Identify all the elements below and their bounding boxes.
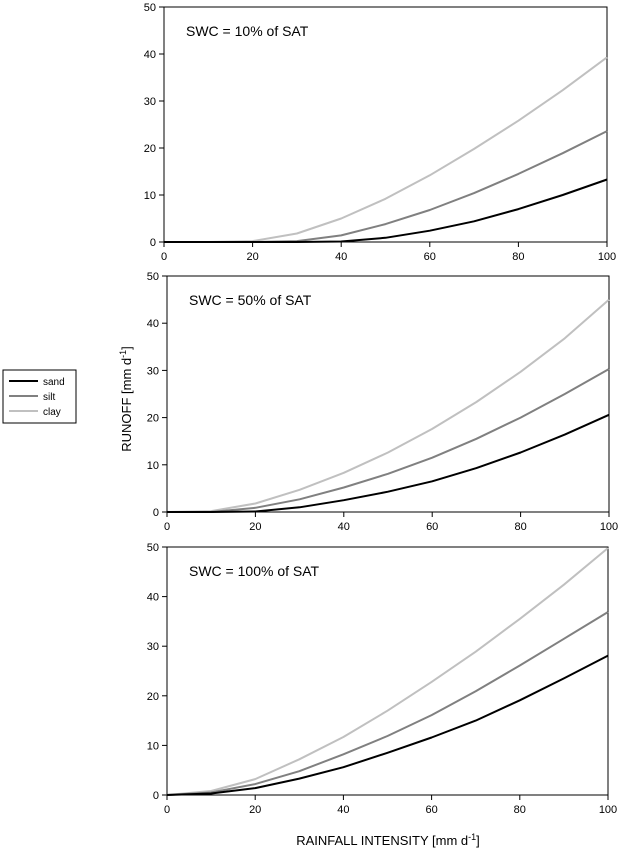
x-tick-label: 20 — [249, 804, 261, 816]
y-tick-label: 30 — [144, 96, 156, 108]
x-tick-label: 80 — [512, 251, 524, 263]
x-tick-label: 60 — [425, 804, 437, 816]
y-tick-label: 30 — [147, 365, 159, 377]
plot-frame — [166, 546, 609, 796]
series-line-silt — [167, 368, 610, 513]
legend: sand silt clay — [2, 369, 77, 424]
panel-annotation: SWC = 10% of SAT — [186, 23, 309, 39]
series-line-clay — [166, 547, 609, 796]
series-line-silt — [164, 130, 608, 243]
x-tick-label: 0 — [164, 521, 170, 533]
x-tick-label: 60 — [426, 521, 438, 533]
x-tick-label: 100 — [600, 521, 618, 533]
x-tick-label: 100 — [599, 804, 617, 816]
y-tick-label: 0 — [153, 790, 159, 802]
x-tick-label: 100 — [598, 251, 616, 263]
series-line-clay — [164, 56, 608, 243]
plot-frame — [163, 6, 608, 243]
panel-3: 0 10 20 30 40 50 0 20 40 60 80 100 SWC = 100% of SAT — [147, 542, 617, 816]
x-tick-label: 80 — [514, 521, 526, 533]
x-tick-label: 40 — [335, 251, 347, 263]
panel-2: 0 10 20 30 40 50 0 20 40 60 80 100 SWC = 50% of SAT — [147, 271, 618, 533]
y-tick-label: 10 — [147, 740, 159, 752]
y-tick-label: 10 — [147, 460, 159, 472]
x-tick-label: 40 — [337, 804, 349, 816]
series-line-silt — [166, 611, 609, 796]
legend-label-sand: sand — [43, 377, 65, 388]
x-tick-label: 0 — [161, 251, 167, 263]
y-tick-label: 30 — [147, 641, 159, 653]
x-tick-label: 80 — [514, 804, 526, 816]
y-tick-label: 50 — [147, 271, 159, 283]
y-tick-label: 40 — [147, 318, 159, 330]
y-axis-title: RUNOFF [mm d-1] — [118, 346, 134, 452]
series-line-sand — [164, 178, 608, 243]
x-tick-label: 40 — [338, 521, 350, 533]
y-tick-label: 0 — [153, 507, 159, 519]
y-tick-label: 50 — [144, 2, 156, 14]
x-tick-label: 60 — [424, 251, 436, 263]
y-tick-label: 20 — [147, 691, 159, 703]
y-tick-label: 20 — [144, 143, 156, 155]
panel-annotation: SWC = 50% of SAT — [189, 292, 312, 308]
x-axis-title: RAINFALL INTENSITY [mm d-1] — [296, 832, 480, 848]
y-tick-label: 0 — [150, 237, 156, 249]
x-tick-label: 20 — [246, 251, 258, 263]
y-tick-label: 50 — [147, 542, 159, 554]
y-tick-label: 40 — [144, 49, 156, 61]
legend-label-clay: clay — [43, 407, 61, 418]
series-line-clay — [166, 298, 610, 513]
x-tick-label: 20 — [249, 521, 261, 533]
legend-label-silt: silt — [43, 392, 55, 403]
axis-titles: RAINFALL INTENSITY [mm d-1] RUNOFF [mm d-… — [118, 346, 480, 848]
y-tick-label: 40 — [147, 592, 159, 604]
plot-frame — [166, 275, 610, 513]
x-tick-label: 0 — [164, 804, 170, 816]
panel-annotation: SWC = 100% of SAT — [189, 563, 320, 579]
panel-1: 0 10 20 30 40 50 0 20 40 60 80 100 SWC = 10% of SAT — [144, 2, 616, 263]
series-line-sand — [166, 654, 609, 796]
series-line-sand — [167, 413, 610, 513]
y-tick-label: 20 — [147, 413, 159, 425]
y-tick-label: 10 — [144, 190, 156, 202]
